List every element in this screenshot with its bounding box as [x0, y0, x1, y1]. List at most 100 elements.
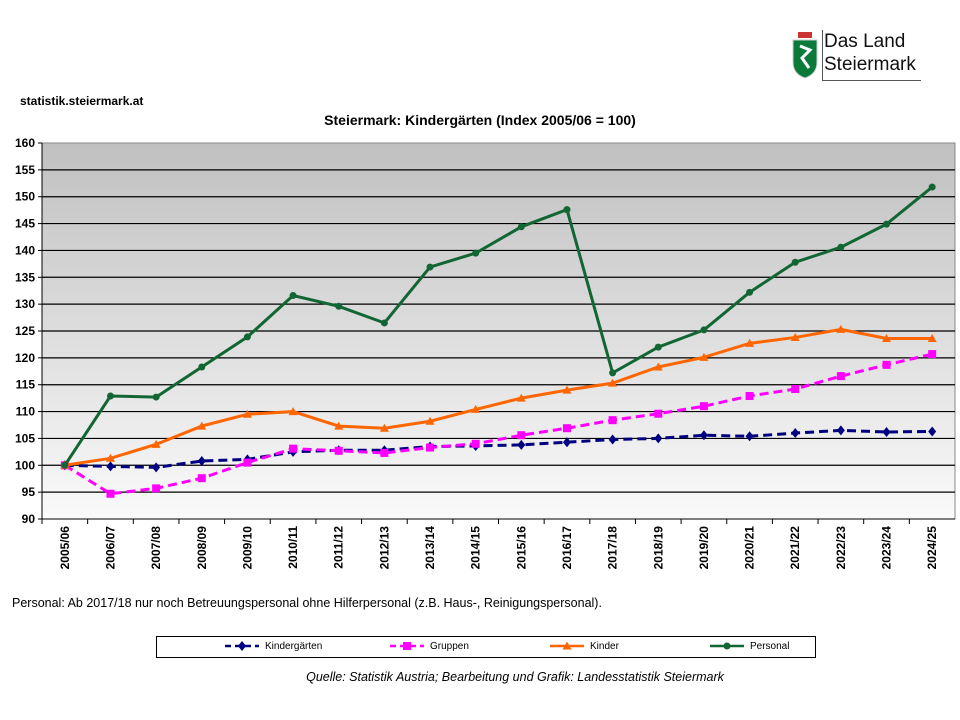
y-tick-label: 100	[15, 458, 35, 472]
data-point	[699, 352, 709, 361]
data-point	[745, 338, 755, 347]
data-point	[152, 393, 160, 401]
data-point	[243, 458, 252, 467]
y-tick-label: 155	[15, 163, 35, 177]
x-tick-label: 2018/19	[651, 526, 665, 570]
logo-frame	[822, 30, 921, 81]
data-point	[562, 424, 571, 433]
y-tick-label: 125	[15, 324, 35, 338]
data-point	[471, 404, 481, 413]
x-tick-label: 2016/17	[560, 526, 574, 570]
x-tick-label: 2019/20	[697, 526, 711, 570]
logo-text: Das Land Steiermark	[824, 31, 916, 75]
legend: Kindergärten Gruppen Kinder Personal	[156, 636, 816, 658]
series-gruppen	[60, 350, 937, 498]
y-tick-label: 105	[15, 431, 35, 445]
legend-marker	[562, 641, 572, 650]
data-point	[882, 360, 891, 369]
y-tick-label: 120	[15, 351, 35, 365]
legend-swatch	[550, 641, 584, 650]
data-point	[562, 385, 572, 394]
data-point	[471, 439, 480, 448]
data-point	[243, 333, 251, 341]
footnote: Personal: Ab 2017/18 nur noch Betreuungs…	[12, 596, 602, 610]
data-point	[426, 263, 434, 271]
data-point	[563, 206, 571, 214]
data-point	[836, 324, 846, 333]
x-tick-label: 2024/25	[925, 526, 939, 570]
data-point	[197, 421, 207, 430]
data-point	[472, 249, 480, 257]
data-point	[334, 446, 343, 455]
y-tick-label: 110	[16, 405, 36, 419]
data-point	[517, 431, 526, 440]
data-point	[61, 461, 69, 469]
data-point	[425, 416, 435, 425]
data-point	[836, 372, 845, 381]
source-note: Quelle: Statistik Austria; Bearbeitung u…	[306, 670, 724, 684]
legend-marker	[723, 642, 731, 650]
data-point	[335, 302, 343, 310]
legend-item: Kindergärten	[225, 640, 322, 652]
data-point	[653, 362, 663, 371]
legend-marker	[238, 641, 246, 651]
y-tick-label: 140	[15, 243, 35, 257]
data-point	[516, 393, 526, 402]
y-tick-label: 135	[15, 270, 35, 284]
data-point	[837, 243, 845, 251]
data-point	[791, 385, 800, 394]
y-tick-label: 160	[15, 136, 35, 150]
legend-label: Kinder	[590, 640, 619, 652]
data-point	[699, 430, 708, 441]
series-kinder	[60, 324, 937, 469]
data-point	[882, 334, 892, 343]
x-tick-label: 2015/16	[514, 526, 528, 570]
data-point	[745, 431, 754, 442]
series-line	[63, 185, 934, 467]
data-point	[608, 416, 617, 425]
x-tick-label: 2021/22	[788, 526, 802, 570]
series-line	[64, 428, 933, 469]
y-tick-label: 95	[22, 485, 36, 499]
data-point	[928, 183, 936, 191]
data-point	[699, 402, 708, 411]
data-point	[700, 326, 708, 334]
legend-item: Gruppen	[390, 640, 469, 652]
x-tick-label: 2008/09	[195, 526, 209, 570]
data-point	[289, 292, 297, 300]
x-tick-label: 2012/13	[377, 526, 391, 570]
data-point	[654, 433, 663, 444]
data-point	[152, 484, 161, 493]
data-point	[654, 409, 663, 418]
y-tick-label: 130	[15, 297, 35, 311]
x-tick-label: 2023/24	[880, 526, 894, 570]
data-point	[517, 223, 525, 231]
data-point	[746, 288, 754, 296]
x-tick-label: 2014/15	[469, 526, 483, 570]
x-tick-label: 2022/23	[834, 526, 848, 570]
x-tick-label: 2013/14	[423, 526, 437, 570]
data-point	[379, 423, 389, 432]
x-tick-label: 2017/18	[606, 526, 620, 570]
data-point	[106, 489, 115, 498]
chart-title: Steiermark: Kindergärten (Index 2005/06 …	[324, 112, 636, 128]
legend-label: Personal	[750, 640, 790, 652]
data-point	[654, 343, 662, 351]
data-point	[105, 453, 115, 462]
data-point	[790, 332, 800, 341]
y-tick-label: 150	[15, 190, 35, 204]
data-point	[380, 319, 388, 327]
legend-swatch	[225, 641, 259, 651]
data-point	[745, 391, 754, 400]
data-point	[609, 369, 617, 377]
series-personal	[61, 183, 936, 469]
x-tick-label: 2009/10	[240, 526, 254, 570]
data-point	[791, 258, 799, 266]
data-point	[106, 392, 114, 400]
data-point	[106, 461, 115, 472]
site-url: statistik.steiermark.at	[20, 94, 144, 108]
data-point	[242, 409, 252, 418]
coat-of-arms-icon	[792, 32, 818, 79]
data-point	[928, 426, 937, 437]
legend-item: Kinder	[550, 640, 619, 652]
